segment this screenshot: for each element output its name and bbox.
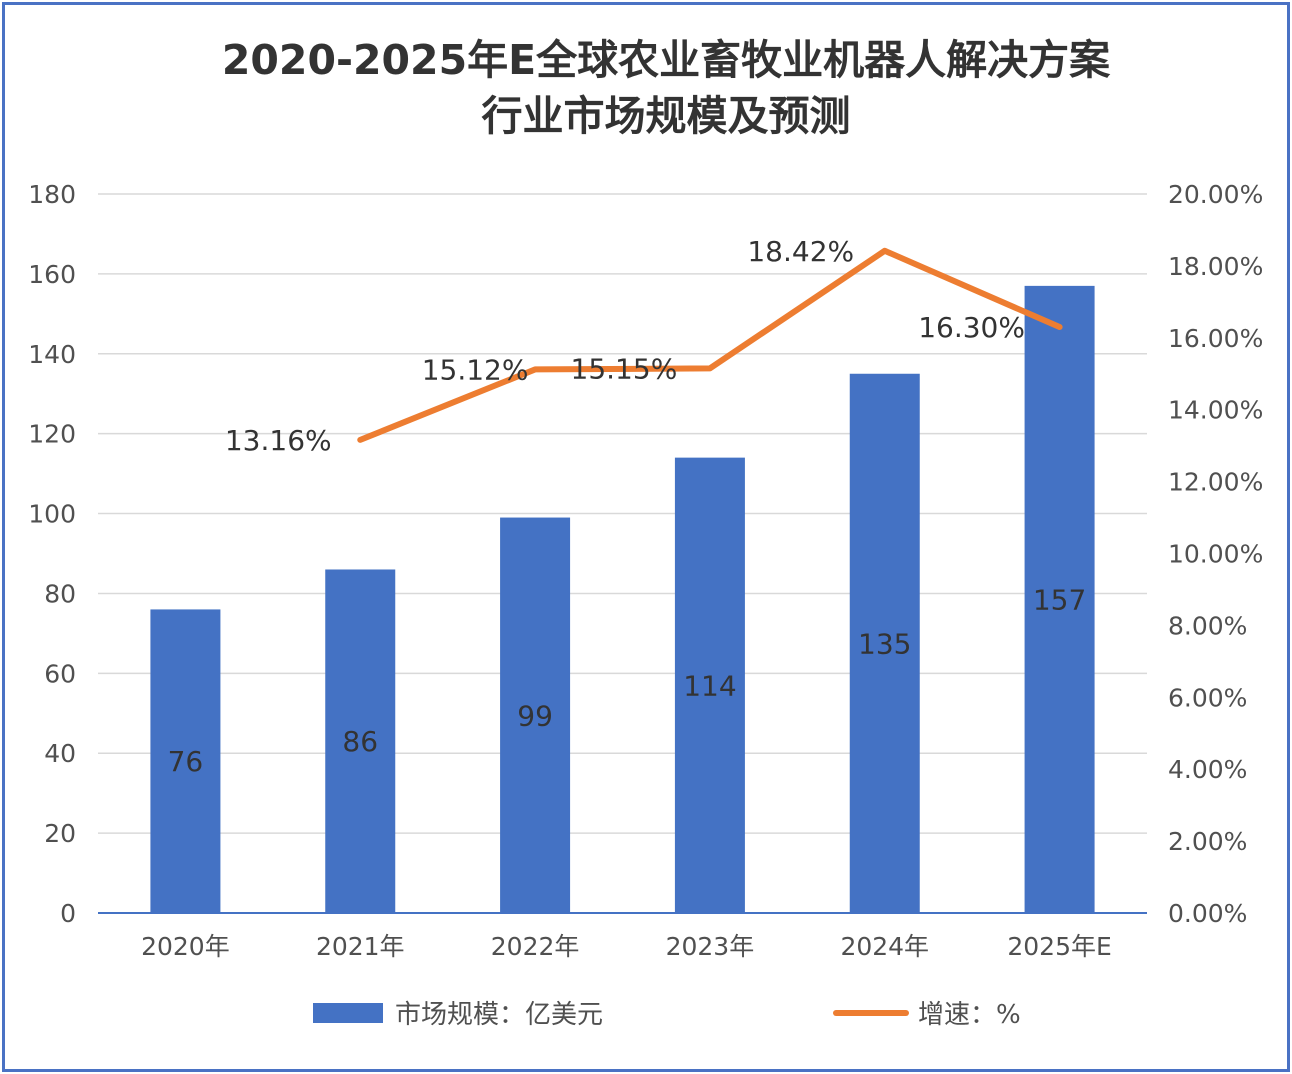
y-left-tick-label: 80 [44, 579, 76, 608]
line-data-label: 15.15% [571, 352, 678, 385]
legend-bar-swatch [313, 1003, 383, 1023]
y-right-tick-label: 16.00% [1168, 324, 1263, 353]
y-left-tick-label: 120 [28, 420, 76, 449]
line-data-label: 18.42% [747, 235, 854, 268]
axes: 0 20 40 60 80 100 120 140 160 180 0.00% 2.00% 4.00% 6… [28, 180, 1263, 961]
y-right-tick-label: 4.00% [1168, 755, 1247, 784]
y-right-tick-label: 2.00% [1168, 827, 1247, 856]
y-left-tick-label: 60 [44, 659, 76, 688]
y-left-tick-label: 180 [28, 180, 76, 209]
x-tick-label: 2025年E [1007, 932, 1111, 961]
x-tick-label: 2024年 [840, 932, 929, 961]
bar [500, 517, 571, 913]
growth-line [357, 247, 1063, 443]
bar [325, 569, 396, 913]
y-right-tick-label: 20.00% [1168, 180, 1263, 209]
y-right-tick-label: 10.00% [1168, 540, 1263, 569]
legend: 市场规模：亿美元 增速：% [313, 1000, 1021, 1030]
y-left-tick-label: 0 [60, 899, 76, 928]
bar-data-label: 135 [858, 627, 911, 660]
bar [674, 457, 745, 913]
line-data-label: 16.30% [918, 311, 1025, 344]
y-right-tick-label: 14.00% [1168, 396, 1263, 425]
y-right-tick-label: 0.00% [1168, 899, 1247, 928]
line-series: 13.16% 15.12% 15.15% 18.42% 16.30% [225, 235, 1063, 457]
x-tick-label: 2021年 [316, 932, 405, 961]
bar-data-label: 114 [683, 669, 736, 702]
chart-title-line1: 2020-2025年E全球农业畜牧业机器人解决方案 [222, 36, 1111, 84]
y-left-tick-label: 20 [44, 819, 76, 848]
bar-data-label: 99 [517, 699, 553, 732]
y-right-tick-label: 18.00% [1168, 252, 1263, 281]
y-left-tick-label: 160 [28, 260, 76, 289]
y-left-tick-label: 40 [44, 739, 76, 768]
legend-line-label: 增速：% [918, 1000, 1021, 1030]
x-tick-label: 2022年 [491, 932, 580, 961]
line-data-label: 13.16% [225, 424, 332, 457]
gridlines [98, 193, 1147, 834]
bar-data-label: 157 [1033, 583, 1086, 616]
bar-series: 76 86 99 114 135 157 [150, 285, 1095, 914]
bar-data-label: 76 [168, 745, 204, 778]
legend-bar-label: 市场规模：亿美元 [395, 1000, 603, 1030]
y-right-tick-label: 8.00% [1168, 611, 1247, 640]
bar [1024, 285, 1095, 914]
bar [150, 609, 221, 913]
y-right-tick-label: 12.00% [1168, 468, 1263, 497]
bar [849, 373, 920, 913]
chart-title-line2: 行业市场规模及预测 [482, 92, 851, 140]
x-tick-label: 2020年 [141, 932, 230, 961]
y-left-tick-label: 140 [28, 340, 76, 369]
line-data-label: 15.12% [422, 353, 529, 386]
y-right-tick-label: 6.00% [1168, 683, 1247, 712]
x-tick-label: 2023年 [666, 932, 755, 961]
y-left-tick-label: 100 [28, 500, 76, 529]
bar-data-label: 86 [342, 725, 378, 758]
